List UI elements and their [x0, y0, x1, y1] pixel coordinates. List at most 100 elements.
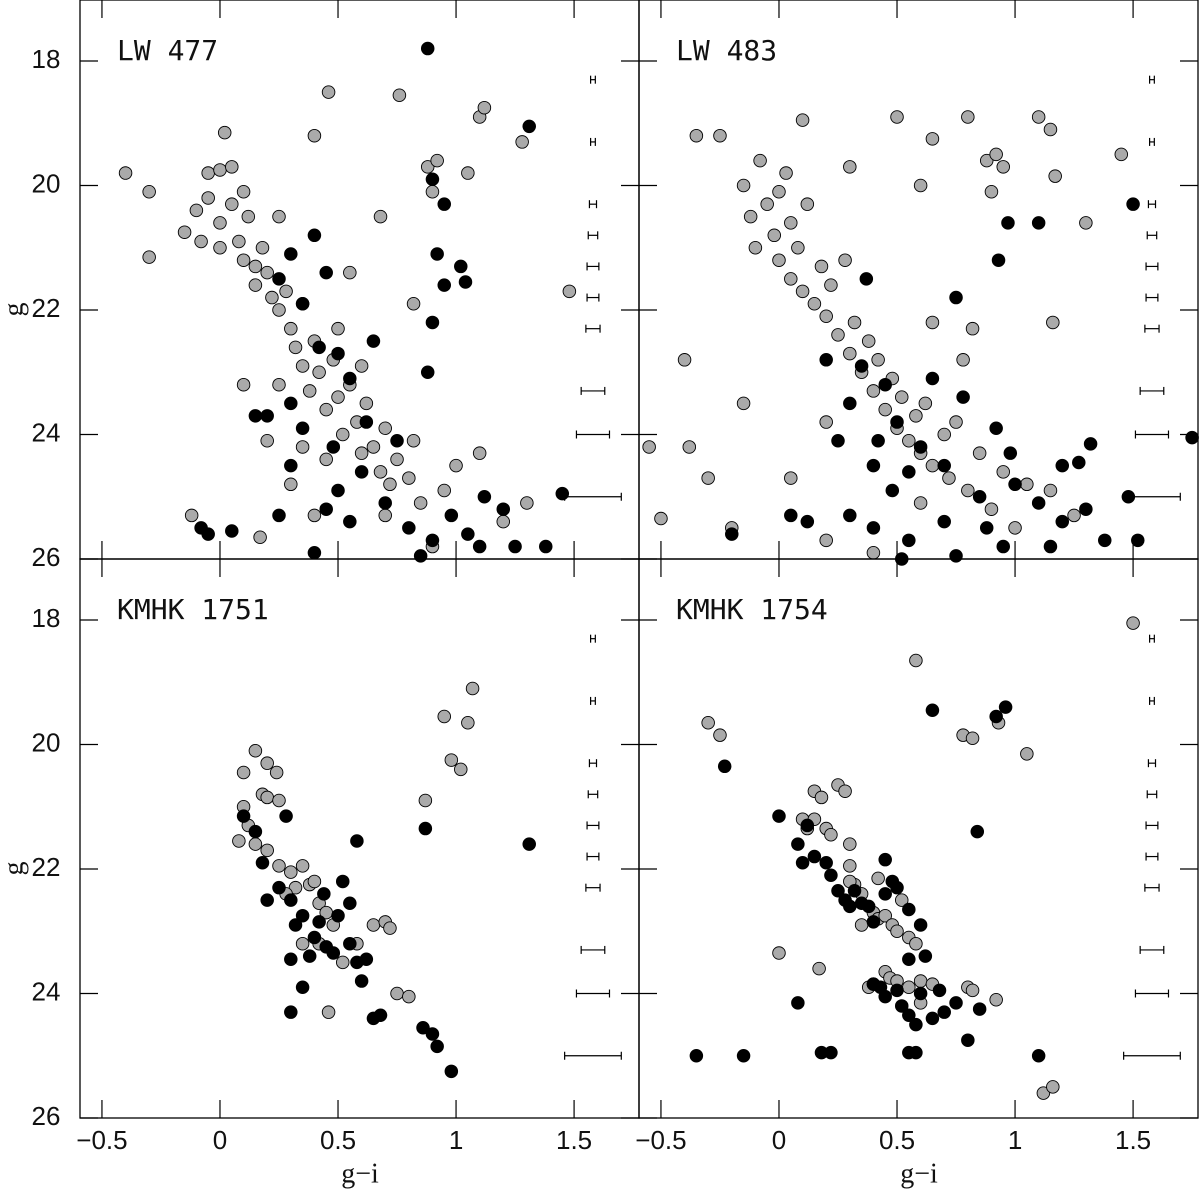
star-point: [878, 377, 892, 392]
star-point: [366, 440, 381, 454]
star-point: [861, 334, 876, 348]
star-point: [406, 297, 421, 311]
star-point: [909, 1017, 923, 1032]
star-point: [241, 209, 256, 224]
star-point: [335, 955, 350, 970]
y-tick-label: 22: [32, 293, 61, 323]
star-point: [461, 527, 475, 541]
star-point: [307, 228, 322, 243]
star-point: [819, 856, 833, 870]
star-point: [925, 132, 940, 146]
star-point: [701, 715, 715, 730]
star-point: [444, 508, 459, 523]
star-point: [390, 986, 404, 1001]
star-point: [1079, 502, 1093, 516]
star-point: [970, 824, 985, 839]
star-point: [1036, 1086, 1051, 1100]
star-point: [373, 209, 388, 224]
star-point: [949, 290, 963, 305]
star-point: [392, 88, 407, 102]
star-point: [425, 1027, 440, 1041]
error-bar: [1134, 430, 1170, 439]
star-point: [902, 902, 916, 917]
star-point: [772, 809, 786, 823]
error-bar: [585, 324, 601, 333]
star-point: [843, 396, 857, 411]
star-point: [913, 986, 928, 1001]
star-point: [717, 759, 732, 774]
star-point: [284, 952, 298, 967]
star-point: [677, 353, 692, 367]
star-point: [413, 549, 428, 563]
star-point: [866, 384, 881, 398]
star-point: [515, 135, 529, 149]
star-point: [902, 952, 916, 967]
y-tick-label: 22: [32, 852, 61, 882]
error-bar: [1149, 634, 1155, 643]
x-tick-label: 1.5: [1115, 1125, 1151, 1155]
star-point: [406, 433, 421, 448]
star-point: [902, 1008, 916, 1023]
star-point: [265, 290, 279, 305]
star-point: [814, 259, 829, 274]
star-point: [878, 852, 892, 867]
star-point: [555, 486, 570, 501]
star-point: [812, 961, 826, 976]
star-point: [343, 896, 357, 910]
star-point: [496, 502, 511, 516]
star-point: [343, 265, 357, 280]
star-point: [236, 809, 251, 823]
star-point: [890, 924, 904, 939]
star-point: [302, 384, 317, 398]
star-point: [979, 153, 994, 168]
star-point: [743, 209, 758, 224]
star-point: [508, 539, 522, 554]
star-point: [909, 1045, 923, 1060]
star-point: [1048, 169, 1062, 183]
star-point: [1072, 455, 1086, 470]
star-point: [402, 471, 416, 485]
star-point: [1008, 477, 1022, 492]
star-point: [477, 100, 492, 115]
star-point: [201, 191, 215, 205]
star-point: [961, 483, 975, 498]
star-point: [142, 250, 156, 264]
x-tick-label: 0.5: [320, 1125, 356, 1155]
star-point: [956, 353, 970, 367]
star-point: [819, 353, 833, 367]
star-point: [425, 172, 440, 187]
panel: KMHK 1754: [638, 558, 1199, 1119]
star-point: [284, 396, 298, 411]
star-point: [437, 709, 451, 724]
star-point: [847, 315, 862, 330]
star-point: [383, 477, 397, 492]
y-tick-label: 20: [32, 168, 61, 198]
star-point: [260, 790, 274, 805]
star-point: [996, 539, 1010, 554]
error-bar: [586, 852, 600, 861]
star-point: [359, 415, 374, 429]
star-point: [213, 163, 227, 177]
error-bar: [1149, 75, 1155, 84]
star-point: [925, 315, 940, 330]
star-point: [753, 153, 767, 168]
star-point: [937, 427, 951, 442]
panel: LW 483: [638, 0, 1199, 566]
star-point: [288, 918, 303, 932]
star-point: [248, 409, 263, 423]
star-point: [1020, 477, 1034, 492]
star-point: [843, 859, 857, 873]
y-axis-title: g: [0, 862, 29, 876]
star-point: [819, 533, 833, 548]
star-point: [913, 974, 928, 988]
star-point: [949, 415, 963, 429]
star-point: [689, 1049, 704, 1063]
star-point: [284, 458, 298, 473]
star-point: [824, 828, 838, 842]
y-tick-label: 20: [32, 727, 61, 757]
star-point: [312, 915, 326, 929]
star-point: [949, 996, 963, 1010]
star-point: [807, 849, 822, 864]
star-point: [866, 915, 881, 929]
star-point: [295, 980, 310, 995]
